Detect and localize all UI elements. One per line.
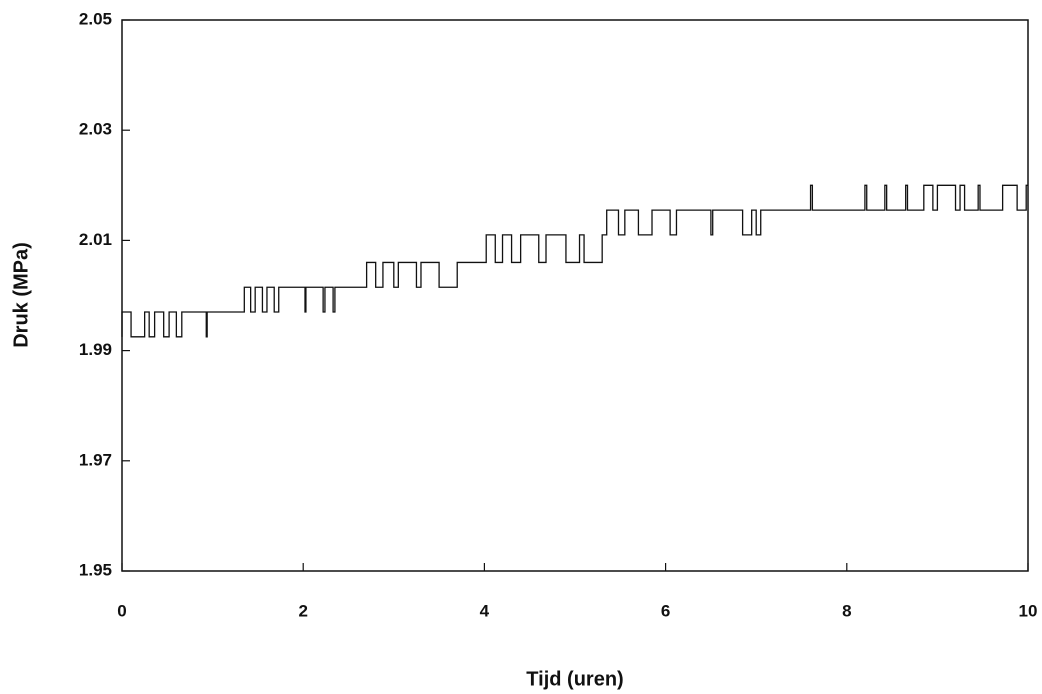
x-tick-label: 0 <box>117 601 126 620</box>
x-tick-label: 10 <box>1019 601 1038 620</box>
y-tick-label: 1.97 <box>79 450 112 469</box>
y-tick-label: 2.05 <box>79 9 112 28</box>
x-tick-label: 6 <box>661 601 670 620</box>
x-tick-label: 4 <box>480 601 490 620</box>
y-tick-label: 2.03 <box>79 120 112 139</box>
y-axis-title: Druk (MPa) <box>10 242 32 348</box>
x-tick-label: 2 <box>298 601 307 620</box>
y-tick-label: 1.95 <box>79 560 112 579</box>
x-axis-title: Tijd (uren) <box>526 668 623 690</box>
y-tick-label: 2.01 <box>79 230 112 249</box>
data-line <box>121 184 1028 338</box>
y-tick-label: 1.99 <box>79 340 112 359</box>
x-tick-label: 8 <box>842 601 851 620</box>
plot-frame <box>121 19 1029 572</box>
